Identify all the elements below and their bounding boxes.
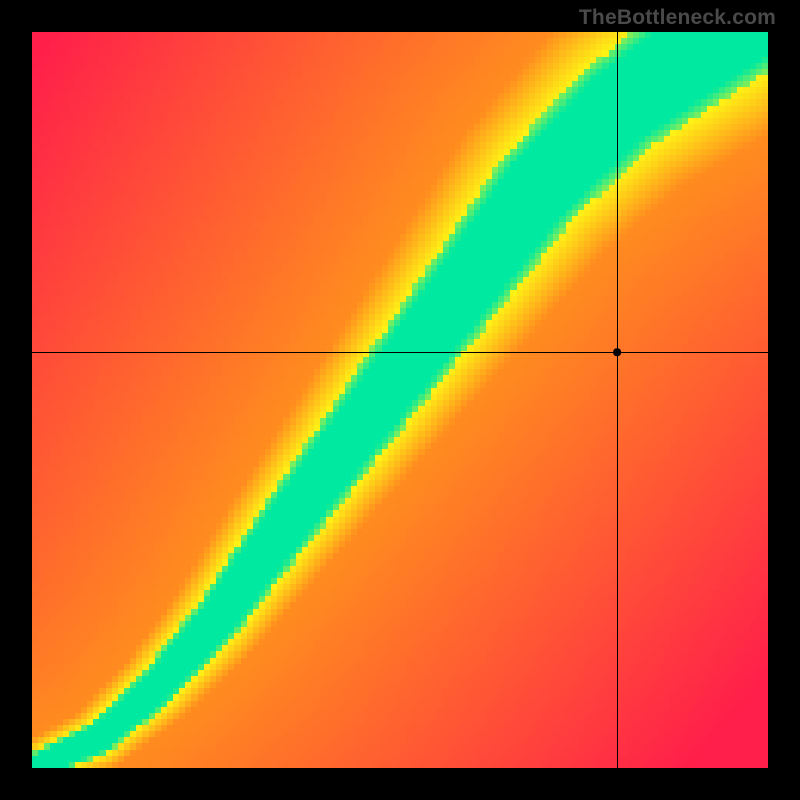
- watermark-text: TheBottleneck.com: [579, 6, 776, 30]
- chart-container: TheBottleneck.com: [0, 0, 800, 800]
- bottleneck-heatmap-canvas: [0, 0, 800, 800]
